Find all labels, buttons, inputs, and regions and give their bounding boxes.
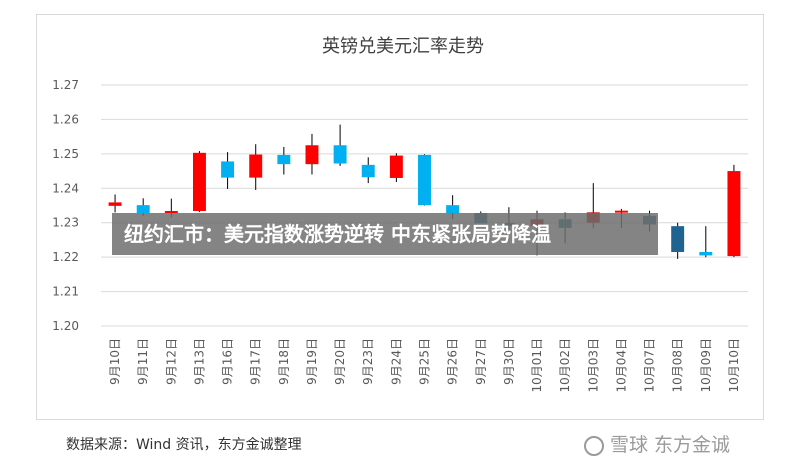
chart-svg: 英镑兑美元汇率走势 1.201.211.221.231.241.251.261.… [52,36,748,393]
x-tick-label: 9月18日 [277,338,291,385]
x-tick-label: 9月23日 [361,338,375,385]
candle [727,164,741,258]
x-tick-label: 9月24日 [389,338,403,385]
candle-body [418,154,431,206]
candle [361,157,375,184]
candle-body [699,251,713,256]
x-tick-label: 9月26日 [446,338,460,385]
candle [192,151,206,213]
x-tick-label: 10月10日 [727,338,741,393]
chart-title: 英镑兑美元汇率走势 [322,36,484,57]
candle-body [361,164,375,178]
candle-body [305,145,319,165]
y-tick-label: 1.26 [52,112,79,126]
snowball-logo-icon [584,435,604,456]
x-tick-label: 10月07日 [643,338,657,393]
candle [221,152,235,189]
x-tick-label: 10月04日 [614,338,628,393]
candle-body [136,205,150,214]
candle [389,153,403,183]
x-tick-label: 9月19日 [305,338,319,385]
x-tick-label: 9月20日 [333,338,347,385]
candle-body [389,155,403,178]
x-tick-label: 10月09日 [699,338,713,393]
x-tick-label: 9月11日 [136,338,150,385]
x-axis-tick-labels: 9月10日 9月11日 9月12日 9月13日 9月16日 9月17日 9月18日 9月19日… [108,338,741,393]
x-tick-label: 10月08日 [671,338,685,393]
x-tick-label: 9月10日 [108,338,122,385]
candle-body [727,171,741,257]
y-axis-tick-labels: 1.20 1.21 1.22 1.23 1.24 1.25 1.26 1.27 [52,78,79,333]
candle-body [221,161,235,178]
candle [418,154,431,206]
headline-banner: 纽约汇市：美元指数涨势逆转 中东紧张局势降温 [112,213,658,255]
candle-body [277,154,291,165]
y-tick-label: 1.24 [52,181,79,195]
candle-body [671,226,685,252]
x-tick-label: 9月17日 [249,338,263,385]
candle-body [249,154,263,178]
y-tick-label: 1.22 [52,250,79,264]
x-tick-label: 10月01日 [530,338,544,393]
x-tick-label: 9月27日 [474,338,488,385]
y-tick-label: 1.23 [52,216,79,230]
candle-body [108,202,122,206]
candle [277,146,291,175]
candle-body [446,205,460,214]
x-tick-label: 10月02日 [558,338,572,393]
x-tick-label: 9月12日 [164,338,178,385]
candle [136,198,150,216]
source-note: 数据来源：Wind 资讯，东方金诚整理 [66,437,302,453]
x-tick-label: 9月25日 [418,338,432,385]
candle [305,133,319,175]
watermark: 雪球 东方金诚 [584,430,730,457]
candle [699,226,713,258]
y-tick-label: 1.21 [52,285,79,299]
candle-body [192,152,206,212]
candle-body [333,145,347,164]
candle-body [614,210,628,213]
watermark-text: 雪球 东方金诚 [610,434,731,456]
candle-body [164,211,178,214]
candle [108,194,122,213]
x-tick-label: 9月16日 [221,338,235,385]
candle [249,144,263,191]
y-tick-label: 1.20 [52,319,79,333]
candle [671,222,685,259]
candle [333,124,347,166]
y-tick-label: 1.27 [52,78,79,92]
x-tick-label: 9月30日 [502,338,516,385]
x-tick-label: 10月03日 [586,338,600,393]
x-tick-label: 9月13日 [192,338,206,385]
y-tick-label: 1.25 [52,147,79,161]
